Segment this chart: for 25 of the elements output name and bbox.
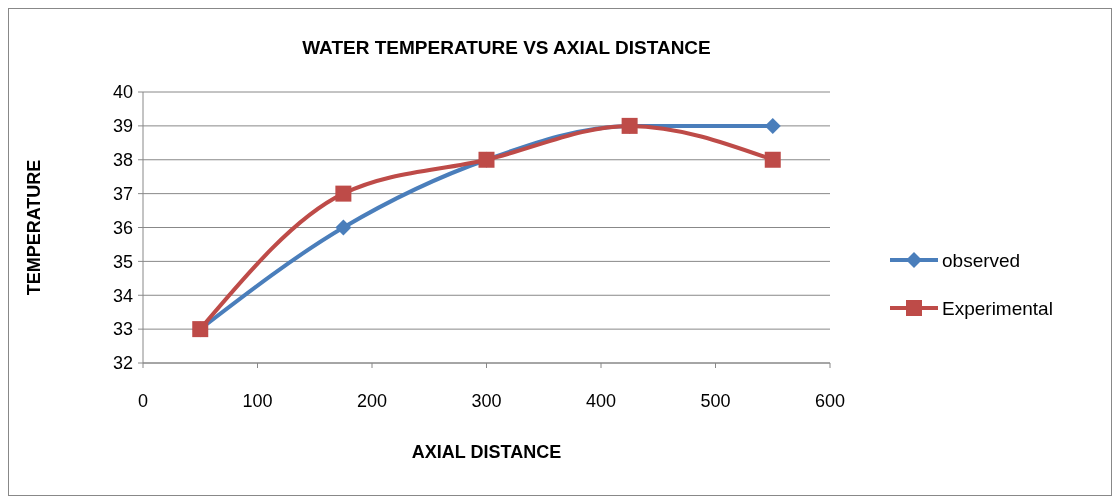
x-axis-title: AXIAL DISTANCE bbox=[411, 442, 562, 462]
x-tick-label: 200 bbox=[356, 391, 388, 411]
point bbox=[335, 185, 352, 202]
legend-label: observed bbox=[942, 249, 1021, 271]
point bbox=[335, 219, 352, 236]
y-tick-label: 32 bbox=[112, 353, 133, 374]
y-tick-label: 33 bbox=[112, 319, 133, 340]
point bbox=[764, 117, 781, 134]
y-tick-label: 34 bbox=[112, 285, 133, 306]
y-axis-title: TEMPERATURE bbox=[24, 159, 44, 296]
y-tick-label: 37 bbox=[112, 183, 133, 204]
y-tick-label: 40 bbox=[112, 82, 133, 103]
y-tick-label: 36 bbox=[112, 217, 133, 238]
x-tick-label: 300 bbox=[471, 391, 502, 411]
y-tick-label: 38 bbox=[112, 150, 133, 171]
x-tick-label: 600 bbox=[814, 391, 846, 411]
y-tick-label: 35 bbox=[112, 251, 133, 272]
x-tick-label: 0 bbox=[137, 391, 149, 411]
x-tick-label: 500 bbox=[700, 391, 731, 411]
x-tick-label: 100 bbox=[242, 391, 273, 411]
x-tick-label: 400 bbox=[585, 391, 617, 411]
point bbox=[764, 151, 781, 168]
legend-label: Experimental bbox=[942, 297, 1053, 319]
y-tick-label: 39 bbox=[112, 116, 133, 137]
chart-title: WATER TEMPERATURE VS AXIAL DISTANCE bbox=[302, 37, 711, 58]
